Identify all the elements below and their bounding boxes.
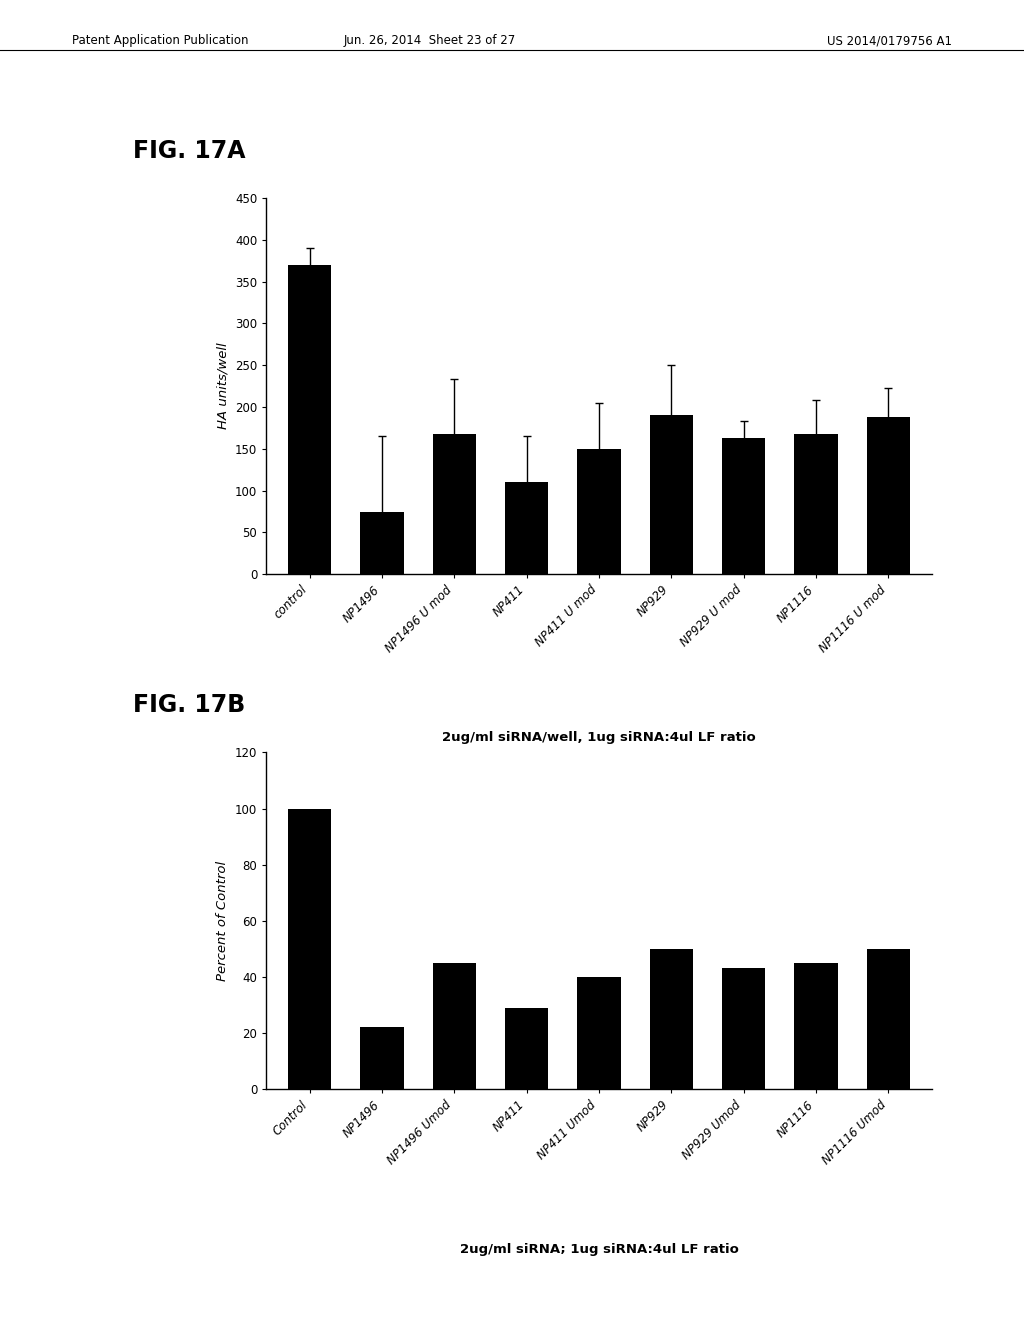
Bar <box>360 512 403 574</box>
Bar <box>722 969 766 1089</box>
Bar <box>795 962 838 1089</box>
Bar <box>432 962 476 1089</box>
Bar <box>722 438 766 574</box>
Text: US 2014/0179756 A1: US 2014/0179756 A1 <box>827 34 952 48</box>
Y-axis label: Percent of Control: Percent of Control <box>216 861 229 981</box>
Bar <box>360 1027 403 1089</box>
Text: Jun. 26, 2014  Sheet 23 of 27: Jun. 26, 2014 Sheet 23 of 27 <box>344 34 516 48</box>
Text: Patent Application Publication: Patent Application Publication <box>72 34 248 48</box>
Text: FIG. 17A: FIG. 17A <box>133 139 246 162</box>
Bar <box>432 434 476 574</box>
Y-axis label: HA units/well: HA units/well <box>216 343 229 429</box>
Bar <box>649 949 693 1089</box>
Bar <box>649 416 693 574</box>
X-axis label: 2ug/ml siRNA/well, 1ug siRNA:4ul LF ratio: 2ug/ml siRNA/well, 1ug siRNA:4ul LF rati… <box>442 731 756 744</box>
Bar <box>866 949 910 1089</box>
Bar <box>866 417 910 574</box>
Bar <box>288 265 332 574</box>
Bar <box>505 482 549 574</box>
Bar <box>288 808 332 1089</box>
Text: FIG. 17B: FIG. 17B <box>133 693 246 717</box>
Bar <box>795 434 838 574</box>
X-axis label: 2ug/ml siRNA; 1ug siRNA:4ul LF ratio: 2ug/ml siRNA; 1ug siRNA:4ul LF ratio <box>460 1243 738 1257</box>
Bar <box>578 977 621 1089</box>
Bar <box>505 1007 549 1089</box>
Bar <box>578 449 621 574</box>
